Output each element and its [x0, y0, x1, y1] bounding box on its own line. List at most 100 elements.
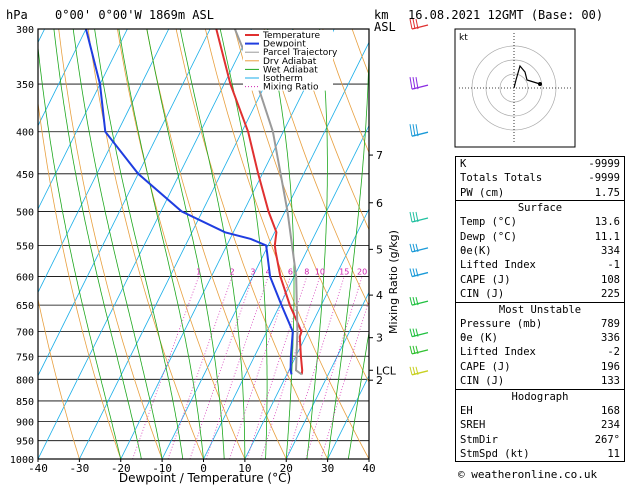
wind-barb-flag — [409, 268, 413, 277]
wind-barb-flag — [409, 328, 413, 337]
isotherm-line — [327, 374, 369, 459]
legend-item: Parcel Trajectory — [263, 48, 338, 58]
indices-table: K -9999 Totals Totals -9999 PW (cm) 1.75 Su… — [455, 156, 625, 463]
hodograph: kt — [454, 28, 576, 148]
pressure-tick-label: 900 — [16, 417, 34, 428]
table-row: CIN (J) 133 — [460, 375, 620, 388]
pressure-tick-label: 350 — [16, 80, 34, 91]
isotherm-line — [244, 208, 369, 459]
table-row: CAPE (J) 196 — [460, 360, 620, 373]
mixing-ratio-label: 6 — [288, 268, 293, 277]
x-tick-label: -40 — [28, 462, 48, 475]
temperature-line — [215, 29, 304, 375]
table-row: θe(K) 334 — [460, 245, 620, 258]
surface-section: Surface Temp (°C) 13.6 Dewp (°C) 11.1 θe(K… — [456, 200, 624, 301]
mixing-ratio-axis-label: Mixing Ratio (g/kg) — [387, 230, 400, 334]
isotherm-line — [285, 291, 369, 459]
height-tick-label: 4 — [376, 289, 383, 302]
x-tick-label: 10 — [238, 462, 251, 475]
table-row: StmDir 267° — [460, 433, 620, 446]
x-axis-label: Dewpoint / Temperature (°C) — [119, 471, 291, 485]
mixing-ratio-label: 3 — [250, 268, 255, 277]
pressure-tick-label: 650 — [16, 301, 34, 312]
x-tick-label: -10 — [152, 462, 172, 475]
asl-label: ASL — [374, 20, 396, 34]
isotherm-line — [38, 29, 87, 127]
wind-barb-flag — [415, 268, 419, 277]
hodograph-title: Hodograph — [511, 390, 569, 403]
wind-barb-flag — [412, 211, 416, 223]
table-row: θe (K) 336 — [460, 332, 620, 345]
surface-title: Surface — [517, 202, 563, 215]
mixing-ratio-label: 4 — [266, 268, 271, 277]
wind-barb-flag — [415, 18, 419, 30]
isotherm-line — [79, 29, 294, 459]
wind-barb-flag — [415, 328, 419, 337]
wind-barb-flag — [412, 297, 416, 306]
wet-adiabat-line — [306, 29, 328, 459]
legend-bg — [243, 64, 333, 74]
mixing-ratio-line — [246, 276, 308, 459]
legend-item: Isotherm — [263, 74, 303, 84]
height-tick-label: 5 — [376, 243, 383, 256]
table-row: CIN (J) 225 — [460, 288, 620, 301]
indices-top: K -9999 Totals Totals -9999 PW (cm) 1.75 — [456, 157, 624, 200]
legend-bg — [243, 73, 333, 82]
legend-bg — [243, 81, 333, 91]
mixing-ratio-label: 2 — [230, 268, 235, 277]
wind-barb-flag — [412, 345, 416, 354]
dry-adiabat-line — [205, 29, 369, 459]
table-row: K -9999 — [460, 158, 620, 170]
mixing-ratio-label: 20 — [357, 268, 367, 277]
wind-barb-flag — [415, 366, 419, 375]
table-row: Totals Totals -9999 — [460, 172, 620, 185]
isotherm-line — [38, 29, 252, 459]
pressure-tick-label: 600 — [16, 273, 34, 284]
table-row: Lifted Index -2 — [460, 346, 620, 359]
wind-barb-flag — [409, 345, 413, 354]
isotherm-line — [120, 29, 335, 459]
pressure-tick-label: 1000 — [10, 455, 34, 466]
mixing-ratio-label: 15 — [339, 268, 349, 277]
wind-barb-flag — [412, 18, 416, 30]
wet-adiabat-line — [219, 29, 268, 459]
wind-barb-flag — [415, 211, 419, 223]
table-row: Pressure (mb) 789 — [460, 317, 620, 330]
pressure-tick-label: 950 — [16, 437, 34, 448]
dewpoint-line — [85, 29, 294, 375]
wind-barb-flag — [412, 124, 416, 137]
wind-barb-flag — [409, 366, 413, 375]
plot-frame — [37, 28, 370, 460]
wind-barb-flag — [412, 243, 416, 253]
table-row: Lifted Index -1 — [460, 259, 620, 272]
table-row: CAPE (J) 108 — [460, 273, 620, 286]
dry-adiabat-line — [87, 29, 204, 459]
dry-adiabat-line — [117, 29, 246, 459]
wind-barb-flag — [415, 77, 419, 90]
axes: 3003504004505005506006507007508008509009… — [10, 25, 397, 475]
height-tick-label: 2 — [376, 374, 383, 387]
wind-barb-flag — [415, 124, 419, 137]
legend-item: Dry Adiabat — [263, 57, 317, 67]
dry-adiabat-line — [58, 29, 163, 459]
most-unstable-section: Most Unstable Pressure (mb) 789 θe (K) 336… — [456, 301, 624, 389]
dry-adiabat-line — [175, 29, 328, 459]
parcel-trajectory-line — [233, 29, 303, 376]
wind-barb-flag — [409, 124, 413, 137]
hodograph-frame — [454, 28, 576, 148]
wet-adiabat-line — [94, 29, 184, 459]
legend-bg — [243, 38, 333, 48]
dry-adiabat-line — [146, 29, 287, 459]
wet-adiabat-line — [72, 29, 163, 459]
pressure-tick-label: 850 — [16, 397, 34, 408]
mixing-ratio-line — [167, 276, 233, 459]
legend-item: Wet Adiabat — [263, 65, 318, 75]
table-row: Dewp (°C) 11.1 — [460, 230, 620, 243]
dry-adiabat-line — [38, 297, 80, 459]
wind-barb-flag — [412, 268, 416, 277]
wet-adiabat-line — [347, 329, 369, 459]
wind-barbs — [409, 18, 429, 376]
hodograph-trace — [513, 64, 541, 89]
x-tick-label: -20 — [111, 462, 131, 475]
